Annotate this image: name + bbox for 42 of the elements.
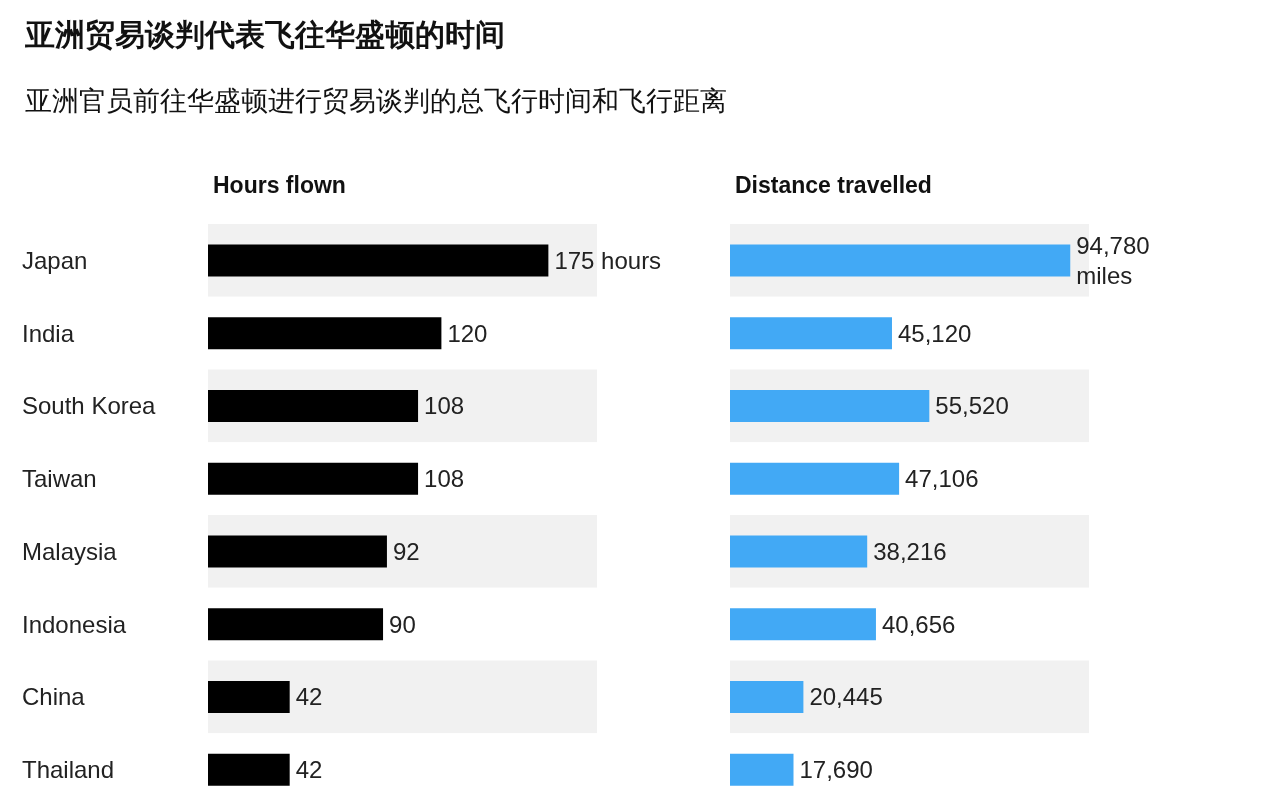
data-label: 45,120: [897, 319, 972, 347]
bar: [208, 462, 419, 495]
y-tick-label: Taiwan: [22, 465, 97, 493]
bar: [730, 389, 930, 422]
chart-subtitle: 亚洲官员前往华盛顿进行贸易谈判的总飞行时间和飞行距离: [25, 85, 727, 116]
bar: [730, 535, 868, 568]
bar: [730, 608, 876, 641]
data-label: 20,445: [809, 683, 883, 711]
data-label: 90: [389, 610, 416, 638]
y-tick-label: China: [22, 683, 86, 711]
bar: [730, 317, 892, 350]
data-label: 38,216: [873, 537, 947, 565]
data-label: 17,690: [799, 756, 873, 784]
data-label: 42: [295, 756, 323, 784]
y-tick-label: South Korea: [22, 392, 157, 420]
x-axis-title: Hours flown: [213, 171, 346, 198]
data-label: 108: [424, 392, 465, 420]
bar: [730, 753, 794, 786]
bar: [730, 680, 804, 713]
bar: [208, 389, 419, 422]
data-label: 40,656: [881, 610, 956, 638]
y-tick-label: Thailand: [22, 756, 115, 784]
x-axis-title: Distance travelled: [735, 171, 932, 198]
data-label: 108: [424, 465, 465, 493]
data-label: 42: [295, 683, 323, 711]
data-label: 175 hours: [554, 246, 662, 274]
data-label: 47,106: [905, 465, 979, 493]
bar: [208, 680, 290, 713]
bar: [208, 317, 442, 350]
y-tick-label: Japan: [22, 246, 88, 274]
y-tick-label: Indonesia: [22, 610, 127, 638]
data-label: 94,780 miles: [1076, 231, 1157, 289]
bar: [208, 608, 384, 641]
data-label: 120: [447, 319, 488, 347]
chart-title: 亚洲贸易谈判代表飞往华盛顿的时间: [24, 17, 505, 51]
bar: [208, 753, 290, 786]
data-label: 92: [392, 537, 420, 565]
y-tick-label: Malaysia: [22, 537, 118, 565]
data-label: 55,520: [935, 392, 1009, 420]
bar: [208, 535, 387, 568]
bar: [730, 462, 900, 495]
y-tick-label: India: [22, 319, 75, 347]
